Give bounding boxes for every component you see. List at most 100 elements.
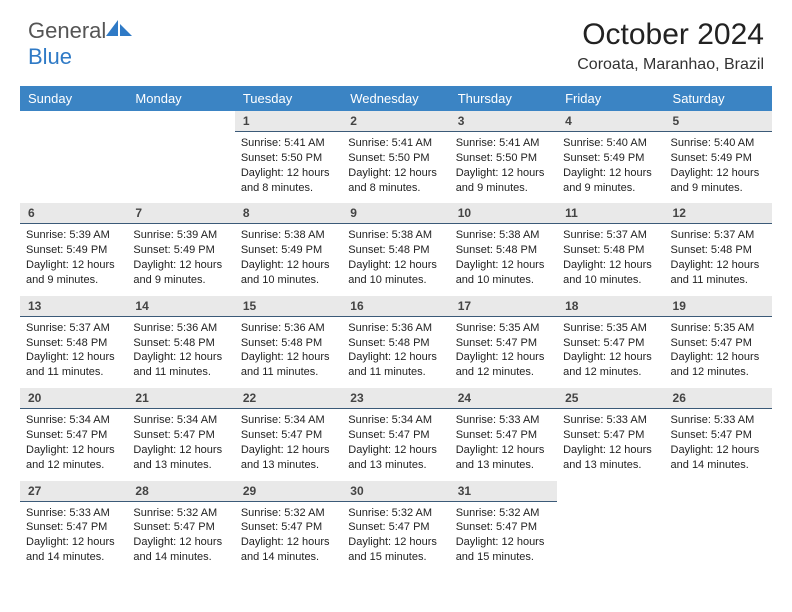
day-details-cell: Sunrise: 5:40 AMSunset: 5:49 PMDaylight:… — [557, 132, 664, 204]
sunset-text: Sunset: 5:48 PM — [671, 244, 752, 256]
day-details-cell — [20, 132, 127, 204]
day-number-cell — [557, 481, 664, 502]
day-number-cell: 28 — [127, 481, 234, 502]
daylight-text: Daylight: 12 hours and 14 minutes. — [133, 536, 222, 563]
sunrise-text: Sunrise: 5:38 AM — [348, 229, 432, 241]
day-details-cell: Sunrise: 5:39 AMSunset: 5:49 PMDaylight:… — [127, 224, 234, 296]
day-details-cell: Sunrise: 5:32 AMSunset: 5:47 PMDaylight:… — [342, 501, 449, 573]
day-details-cell: Sunrise: 5:41 AMSunset: 5:50 PMDaylight:… — [235, 132, 342, 204]
day-number-cell: 30 — [342, 481, 449, 502]
sunset-text: Sunset: 5:49 PM — [671, 152, 752, 164]
day-number-cell: 14 — [127, 296, 234, 317]
day-details-cell: Sunrise: 5:36 AMSunset: 5:48 PMDaylight:… — [235, 316, 342, 388]
sunrise-text: Sunrise: 5:37 AM — [563, 229, 647, 241]
daylight-text: Daylight: 12 hours and 13 minutes. — [348, 444, 437, 471]
sunrise-text: Sunrise: 5:32 AM — [348, 507, 432, 519]
day-details-cell — [665, 501, 772, 573]
day-details-cell: Sunrise: 5:40 AMSunset: 5:49 PMDaylight:… — [665, 132, 772, 204]
weekday-header-cell: Wednesday — [342, 86, 449, 111]
day-number-cell: 18 — [557, 296, 664, 317]
day-details-cell: Sunrise: 5:33 AMSunset: 5:47 PMDaylight:… — [665, 409, 772, 481]
sunrise-text: Sunrise: 5:32 AM — [133, 507, 217, 519]
sunrise-text: Sunrise: 5:34 AM — [26, 414, 110, 426]
day-number-row: 6789101112 — [20, 203, 772, 224]
day-details-cell: Sunrise: 5:37 AM Sunset: 5:48 PM Daylight:… — [557, 224, 664, 296]
day-details-cell: Sunrise: 5:41 AMSunset: 5:50 PMDaylight:… — [342, 132, 449, 204]
day-number-cell: 9 — [342, 203, 449, 224]
day-number-cell: 27 — [20, 481, 127, 502]
weekday-header-cell: Saturday — [665, 86, 772, 111]
day-details-cell: Sunrise: 5:35 AMSunset: 5:47 PMDaylight:… — [557, 316, 664, 388]
sunrise-text: Sunrise: 5:32 AM — [456, 507, 540, 519]
logo: GeneralBlue — [28, 18, 132, 70]
day-details-cell: Sunrise: 5:37 AMSunset: 5:48 PMDaylight:… — [665, 224, 772, 296]
day-number-cell: 13 — [20, 296, 127, 317]
day-details-row: Sunrise: 5:34 AM Sunset: 5:47 PM Daylight:… — [20, 409, 772, 481]
sunset-text: Sunset: 5:47 PM — [456, 429, 537, 441]
day-number-cell: 4 — [557, 111, 664, 132]
sunset-text: Sunset: 5:48 PM — [563, 244, 644, 256]
sunrise-text: Sunrise: 5:33 AM — [671, 414, 755, 426]
day-number-cell: 7 — [127, 203, 234, 224]
sunrise-text: Sunrise: 5:41 AM — [456, 137, 540, 149]
day-number-cell: 3 — [450, 111, 557, 132]
daylight-text: Daylight: 12 hours and 9 minutes. — [133, 259, 222, 286]
day-number-cell: 6 — [20, 203, 127, 224]
sunrise-text: Sunrise: 5:37 AM — [671, 229, 755, 241]
daylight-text: Daylight: 12 hours and 8 minutes. — [348, 167, 437, 194]
day-number-cell: 2 — [342, 111, 449, 132]
sunrise-text: Sunrise: 5:41 AM — [241, 137, 325, 149]
daylight-text: Daylight: 12 hours and 14 minutes. — [241, 536, 330, 563]
logo-sail-icon — [106, 20, 132, 38]
daylight-text: Daylight: 12 hours and 15 minutes. — [456, 536, 545, 563]
month-title: October 2024 — [577, 18, 764, 52]
day-details-row: Sunrise: 5:33 AM Sunset: 5:47 PM Daylight:… — [20, 501, 772, 573]
day-details-cell: Sunrise: 5:35 AMSunset: 5:47 PMDaylight:… — [665, 316, 772, 388]
day-number-row: 20212223242526 — [20, 388, 772, 409]
daylight-text: Daylight: 12 hours and 15 minutes. — [348, 536, 437, 563]
daylight-text: Daylight: 12 hours and 10 minutes. — [563, 259, 652, 286]
day-number-cell: 8 — [235, 203, 342, 224]
sunset-text: Sunset: 5:48 PM — [133, 337, 214, 349]
logo-text: GeneralBlue — [28, 18, 132, 70]
sunset-text: Sunset: 5:47 PM — [241, 429, 322, 441]
sunrise-text: Sunrise: 5:36 AM — [241, 322, 325, 334]
sunset-text: Sunset: 5:47 PM — [563, 337, 644, 349]
sunrise-text: Sunrise: 5:33 AM — [563, 414, 647, 426]
daylight-text: Daylight: 12 hours and 13 minutes. — [241, 444, 330, 471]
sunset-text: Sunset: 5:47 PM — [563, 429, 644, 441]
weekday-header-row: SundayMondayTuesdayWednesdayThursdayFrid… — [20, 86, 772, 111]
day-number-cell — [127, 111, 234, 132]
weekday-header-cell: Tuesday — [235, 86, 342, 111]
day-details-cell: Sunrise: 5:41 AMSunset: 5:50 PMDaylight:… — [450, 132, 557, 204]
sunset-text: Sunset: 5:48 PM — [241, 337, 322, 349]
sunrise-text: Sunrise: 5:32 AM — [241, 507, 325, 519]
sunrise-text: Sunrise: 5:33 AM — [26, 507, 110, 519]
daylight-text: Daylight: 12 hours and 13 minutes. — [563, 444, 652, 471]
sunset-text: Sunset: 5:48 PM — [348, 244, 429, 256]
day-details-row: Sunrise: 5:39 AMSunset: 5:49 PMDaylight:… — [20, 224, 772, 296]
sunset-text: Sunset: 5:47 PM — [26, 429, 107, 441]
weekday-header-cell: Thursday — [450, 86, 557, 111]
day-details-cell: Sunrise: 5:32 AMSunset: 5:47 PMDaylight:… — [127, 501, 234, 573]
day-number-cell: 26 — [665, 388, 772, 409]
daylight-text: Daylight: 12 hours and 14 minutes. — [26, 536, 115, 563]
daylight-text: Daylight: 12 hours and 12 minutes. — [26, 444, 115, 471]
sunset-text: Sunset: 5:47 PM — [348, 429, 429, 441]
sunrise-text: Sunrise: 5:33 AM — [456, 414, 540, 426]
day-details-cell: Sunrise: 5:36 AMSunset: 5:48 PMDaylight:… — [127, 316, 234, 388]
sunset-text: Sunset: 5:50 PM — [241, 152, 322, 164]
day-number-cell: 19 — [665, 296, 772, 317]
daylight-text: Daylight: 12 hours and 12 minutes. — [563, 351, 652, 378]
daylight-text: Daylight: 12 hours and 11 minutes. — [348, 351, 437, 378]
day-details-row: Sunrise: 5:37 AMSunset: 5:48 PMDaylight:… — [20, 316, 772, 388]
sunset-text: Sunset: 5:47 PM — [671, 337, 752, 349]
daylight-text: Daylight: 12 hours and 9 minutes. — [456, 167, 545, 194]
day-number-cell — [665, 481, 772, 502]
daylight-text: Daylight: 12 hours and 10 minutes. — [241, 259, 330, 286]
sunset-text: Sunset: 5:49 PM — [241, 244, 322, 256]
daylight-text: Daylight: 12 hours and 12 minutes. — [456, 351, 545, 378]
day-number-cell: 5 — [665, 111, 772, 132]
sunset-text: Sunset: 5:47 PM — [241, 521, 322, 533]
day-number-cell: 24 — [450, 388, 557, 409]
